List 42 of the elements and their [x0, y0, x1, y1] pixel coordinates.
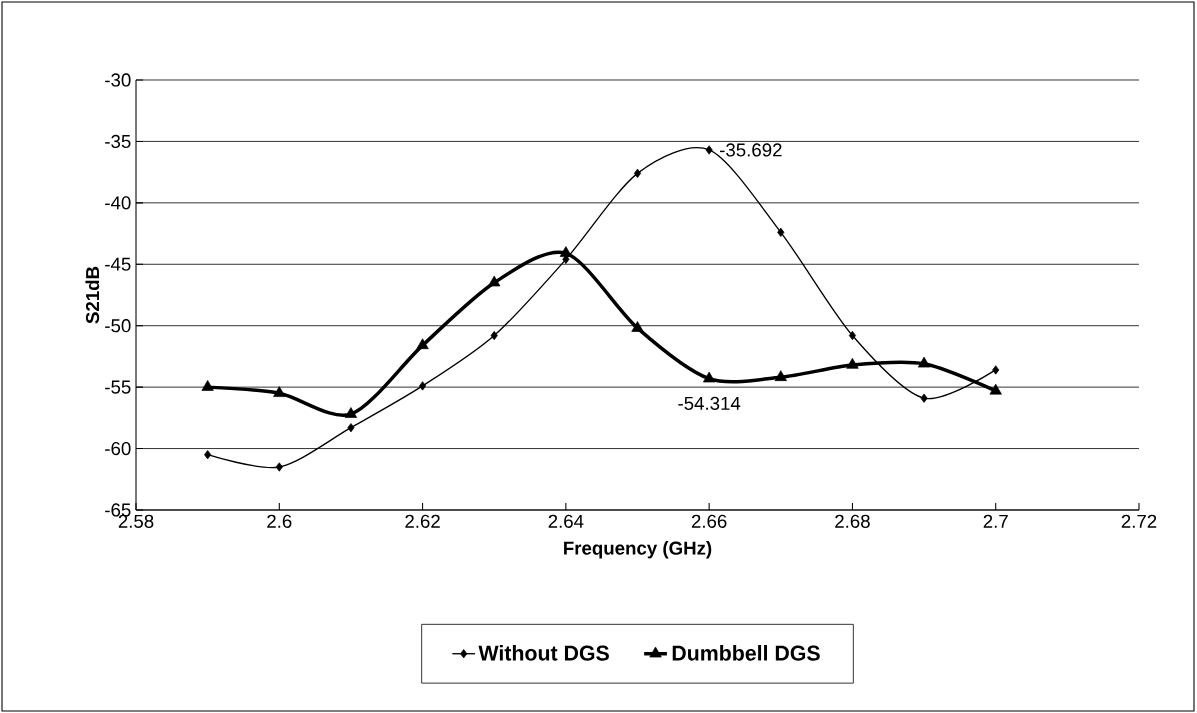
point — [705, 145, 713, 155]
y-tick-label: -35 — [105, 134, 131, 149]
x-tick-label: 2.6 — [267, 514, 292, 528]
point — [347, 423, 355, 433]
data-label: -54.314 — [678, 396, 741, 410]
x-tick-label: 2.66 — [691, 514, 727, 528]
x-tick-label: 2.7 — [983, 514, 1008, 528]
point — [488, 275, 501, 287]
point — [992, 365, 1000, 375]
x-tick-label: 2.68 — [835, 514, 870, 528]
legend-label: Without DGS — [478, 645, 609, 661]
x-tick-label: 2.64 — [548, 514, 584, 528]
point — [777, 227, 785, 237]
y-tick-label: -55 — [105, 380, 131, 394]
point — [344, 407, 358, 418]
point — [846, 358, 859, 369]
y-tick-label: -60 — [105, 441, 131, 456]
legend-label: Dumbbell DGS — [672, 645, 820, 661]
point — [848, 330, 856, 341]
y-axis-title: S21dB — [85, 266, 100, 324]
point — [633, 168, 642, 178]
point — [419, 381, 427, 391]
data-label: -35.692 — [720, 143, 782, 157]
y-tick-label: -50 — [105, 319, 131, 333]
y-tick-label: -30 — [105, 73, 131, 87]
point — [703, 371, 716, 383]
point — [204, 450, 212, 460]
point — [275, 462, 283, 472]
point — [490, 330, 498, 341]
y-tick-label: -45 — [105, 257, 131, 271]
x-axis-title: Frequency (GHz) — [564, 541, 712, 559]
point — [416, 338, 429, 350]
point — [989, 383, 1002, 395]
point — [631, 321, 644, 332]
y-tick-label: -40 — [105, 196, 131, 210]
point — [774, 370, 787, 381]
point — [917, 356, 931, 368]
point — [273, 386, 286, 397]
x-tick-label: 2.72 — [1121, 514, 1157, 528]
point — [201, 380, 214, 391]
point — [920, 393, 928, 403]
x-tick-label: 2.62 — [405, 514, 440, 528]
